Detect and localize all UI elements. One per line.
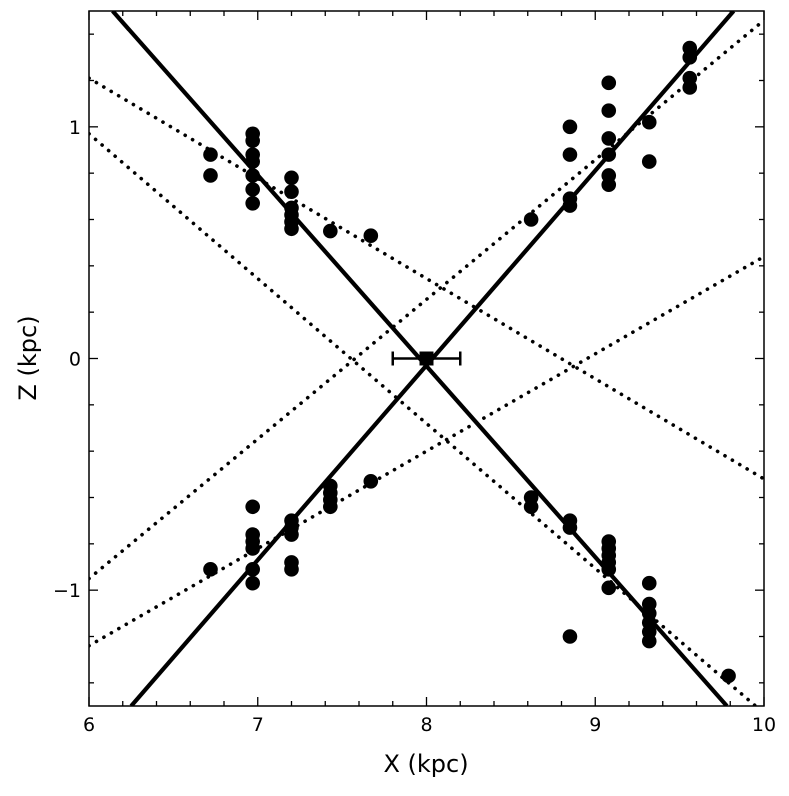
data-point bbox=[245, 499, 260, 515]
x-tick-label: 6 bbox=[83, 714, 95, 736]
data-point bbox=[245, 182, 260, 197]
data-point bbox=[601, 580, 617, 596]
x-axis-label: X (kpc) bbox=[383, 750, 468, 778]
data-point bbox=[363, 473, 379, 489]
data-point bbox=[245, 168, 260, 183]
data-point bbox=[523, 499, 539, 515]
points-layer bbox=[203, 40, 736, 684]
data-point bbox=[323, 499, 338, 515]
data-point bbox=[523, 212, 539, 227]
data-point bbox=[203, 562, 218, 577]
dotted-line-4 bbox=[89, 254, 764, 648]
data-point bbox=[601, 75, 617, 91]
data-point bbox=[284, 184, 299, 199]
data-point bbox=[601, 177, 617, 193]
data-point bbox=[601, 103, 617, 118]
axes-layer: 6 7 8 9 10 −1 0 1 bbox=[53, 10, 776, 736]
data-point bbox=[562, 147, 578, 162]
y-tick-label: 0 bbox=[69, 349, 81, 371]
center-marker bbox=[419, 351, 434, 366]
y-tick-label: −1 bbox=[53, 580, 81, 602]
y-tick-label: 1 bbox=[69, 117, 81, 139]
data-point bbox=[203, 168, 218, 183]
data-point bbox=[284, 527, 299, 542]
data-point bbox=[641, 114, 657, 130]
y-axis-label: Z (kpc) bbox=[14, 315, 42, 400]
data-point bbox=[682, 50, 698, 65]
data-point bbox=[323, 223, 338, 239]
data-point bbox=[601, 562, 617, 577]
data-point bbox=[363, 228, 379, 244]
data-point bbox=[245, 154, 260, 169]
data-point bbox=[284, 562, 299, 577]
dotted-line-1 bbox=[89, 76, 764, 481]
data-point bbox=[245, 575, 260, 591]
data-point bbox=[245, 562, 260, 577]
x-tick-label: 7 bbox=[252, 714, 264, 736]
data-point bbox=[721, 668, 736, 684]
data-point bbox=[562, 119, 578, 135]
data-point bbox=[682, 80, 698, 95]
center-marker-layer bbox=[391, 351, 462, 366]
data-point bbox=[284, 170, 299, 186]
data-point bbox=[203, 147, 218, 162]
data-point bbox=[562, 198, 578, 213]
data-point bbox=[245, 541, 260, 556]
data-point bbox=[641, 575, 657, 591]
x-tick-label: 9 bbox=[589, 714, 601, 736]
data-point bbox=[245, 195, 260, 211]
data-point bbox=[562, 520, 578, 535]
x-tick-label: 8 bbox=[420, 714, 432, 736]
x-tick-label: 10 bbox=[752, 714, 776, 736]
data-point bbox=[641, 154, 657, 169]
data-point bbox=[601, 147, 617, 162]
data-point bbox=[641, 633, 657, 649]
dotted-line-3 bbox=[89, 18, 764, 581]
data-point bbox=[245, 133, 260, 149]
data-point bbox=[284, 221, 299, 237]
data-point bbox=[601, 131, 617, 146]
data-point bbox=[562, 629, 578, 644]
